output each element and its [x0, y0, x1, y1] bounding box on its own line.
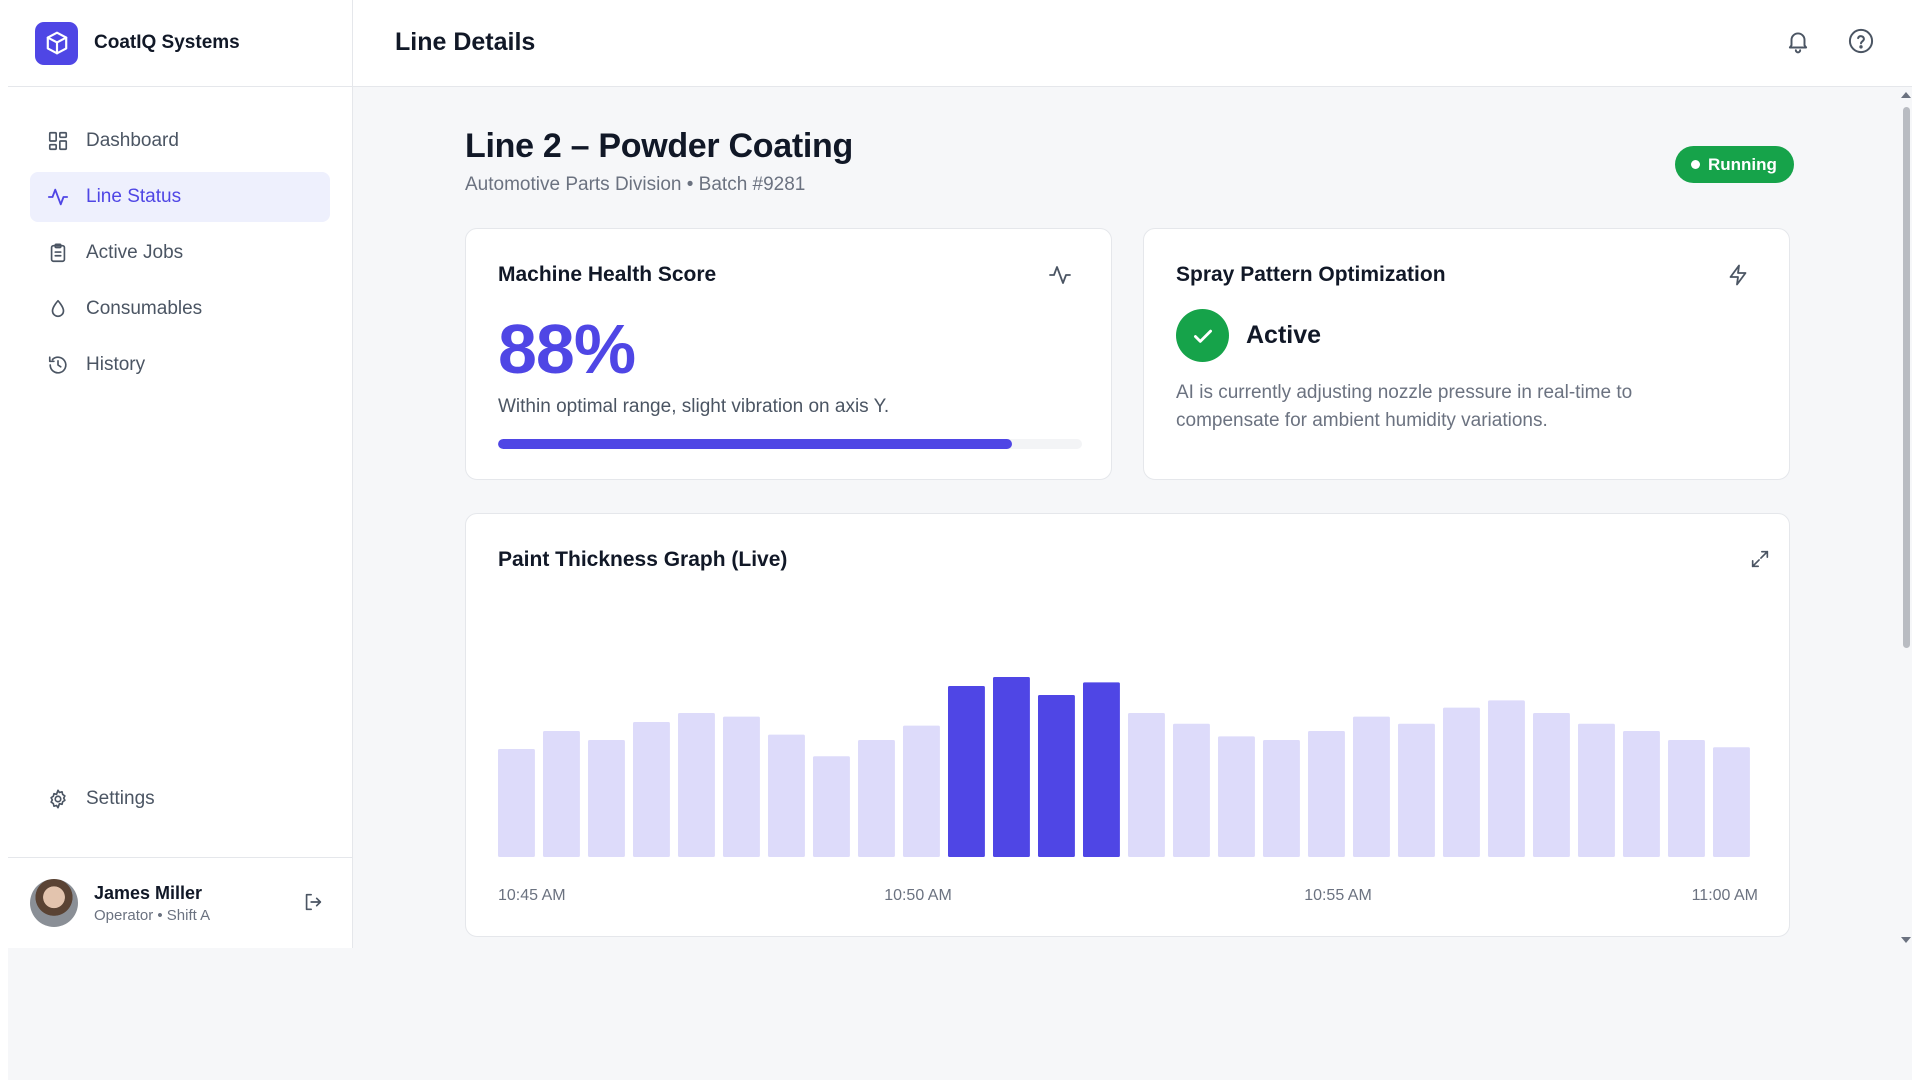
health-progress-bar: [498, 439, 1082, 449]
health-score-value: 88%: [498, 310, 636, 388]
sidebar: CoatIQ Systems Dashboard Line Status: [8, 0, 353, 948]
help-button[interactable]: [1845, 27, 1877, 59]
spray-status: Active: [1246, 321, 1322, 349]
machine-health-card: Machine Health Score 88% Within optimal …: [465, 228, 1112, 480]
chart-bar: [1713, 747, 1750, 857]
notifications-button[interactable]: [1782, 27, 1814, 59]
user-name: James Miller: [94, 882, 203, 903]
chart-bar: [633, 722, 670, 857]
card-title: Paint Thickness Graph (Live): [498, 548, 788, 571]
x-tick-label: 10:55 AM: [1304, 887, 1372, 904]
sidebar-item-label: Line Status: [86, 186, 182, 207]
brand-name: CoatIQ Systems: [94, 32, 240, 53]
user-role: Operator • Shift A: [94, 906, 211, 924]
chart-bar: [1263, 740, 1300, 857]
sidebar-item-consumables[interactable]: Consumables: [30, 284, 330, 334]
health-progress-fill: [498, 439, 1012, 449]
chart-bar: [768, 734, 805, 857]
check-icon: [1176, 309, 1229, 362]
sidebar-item-label: Settings: [86, 788, 155, 809]
logout-button[interactable]: [301, 892, 325, 916]
header-title: Line Details: [395, 28, 536, 56]
grid-icon: [46, 129, 70, 153]
status-dot: [1691, 160, 1700, 169]
user-info: James Miller Operator • Shift A: [94, 883, 210, 924]
chart-bar: [1623, 731, 1660, 857]
status-label: Running: [1708, 154, 1777, 174]
lightning-icon: [1724, 261, 1752, 289]
card-title: Machine Health Score: [498, 263, 717, 286]
spray-description: AI is currently adjusting nozzle pressur…: [1176, 382, 1633, 431]
bell-icon: [1785, 28, 1811, 59]
chart-bar: [678, 713, 715, 857]
paint-thickness-card: Paint Thickness Graph (Live) 10:45 AM 10:…: [465, 513, 1790, 937]
scroll-thumb[interactable]: [1903, 107, 1910, 648]
sidebar-item-label: Dashboard: [86, 130, 179, 151]
chart-bar: [1218, 736, 1255, 857]
help-circle-icon: [1847, 27, 1875, 60]
cube-icon: [35, 21, 78, 65]
chart-bar: [1578, 723, 1615, 857]
expand-button[interactable]: [1746, 547, 1774, 575]
chart-bar: [948, 686, 985, 857]
x-tick-label: 10:50 AM: [884, 887, 952, 904]
chart-bar: [813, 756, 850, 857]
expand-icon: [1749, 548, 1771, 575]
sidebar-item-line-status[interactable]: Line Status: [30, 172, 330, 222]
chart-bar: [1038, 695, 1075, 857]
scrollbar[interactable]: [1900, 87, 1912, 948]
sidebar-item-dashboard[interactable]: Dashboard: [30, 116, 330, 166]
chart-bar: [1353, 716, 1390, 857]
gear-icon: [46, 787, 70, 811]
activity-icon: [1046, 261, 1074, 289]
sidebar-item-settings[interactable]: Settings: [30, 774, 330, 824]
chart-bar: [1443, 707, 1480, 857]
user-profile: James Miller Operator • Shift A: [8, 857, 353, 948]
chart-bar: [723, 716, 760, 857]
paint-thickness-chart: 10:45 AM 10:50 AM 10:55 AM 11:00 AM: [498, 677, 1758, 904]
chart-bar: [1488, 700, 1525, 857]
card-title: Spray Pattern Optimization: [1176, 263, 1446, 286]
chart-bar: [903, 725, 940, 857]
sidebar-item-active-jobs[interactable]: Active Jobs: [30, 228, 330, 278]
chart-bar: [498, 749, 535, 857]
chart-bar: [1533, 713, 1570, 857]
activity-icon: [46, 185, 70, 209]
chart-bar: [858, 740, 895, 857]
sidebar-item-label: Consumables: [86, 298, 203, 319]
clipboard-icon: [46, 241, 70, 265]
page-title: Line 2 – Powder Coating: [465, 127, 853, 165]
sidebar-settings-section: Settings: [30, 774, 330, 830]
chart-bar: [1173, 723, 1210, 857]
sidebar-item-label: History: [86, 354, 146, 375]
x-tick-label: 11:00 AM: [1692, 887, 1758, 904]
brand[interactable]: CoatIQ Systems: [8, 0, 353, 87]
spray-pattern-card: Spray Pattern Optimization Active AI is …: [1143, 228, 1790, 480]
sidebar-nav: Dashboard Line Status Active Jobs: [30, 116, 330, 396]
chart-bar: [588, 740, 625, 857]
health-description: Within optimal range, slight vibration o…: [498, 396, 890, 417]
scroll-up-arrow[interactable]: [1901, 92, 1911, 98]
chart-bar: [1668, 740, 1705, 857]
avatar[interactable]: [30, 879, 78, 927]
sidebar-item-history[interactable]: History: [30, 340, 330, 390]
x-tick-label: 10:45 AM: [498, 887, 566, 904]
scroll-down-arrow[interactable]: [1901, 937, 1911, 943]
status-badge: Running: [1675, 146, 1794, 183]
page-subtitle: Automotive Parts Division • Batch #9281: [465, 174, 806, 195]
chart-bar: [1083, 682, 1120, 857]
chart-bar: [1128, 713, 1165, 857]
chart-bar: [1398, 723, 1435, 857]
chart-bar: [993, 677, 1030, 857]
history-icon: [46, 353, 70, 377]
chart-bar: [1308, 731, 1345, 857]
sidebar-item-label: Active Jobs: [86, 242, 184, 263]
logout-icon: [302, 891, 324, 918]
droplet-icon: [46, 297, 70, 321]
chart-bar: [543, 731, 580, 857]
top-header: Line Details: [353, 0, 1912, 87]
